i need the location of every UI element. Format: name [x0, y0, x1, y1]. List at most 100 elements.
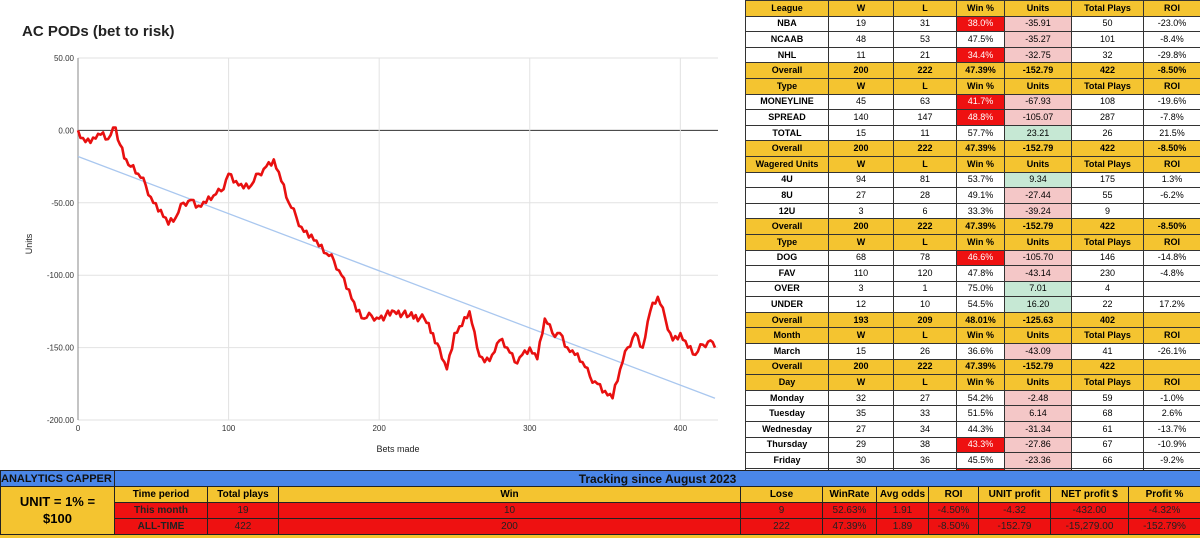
stats-cell: 41	[1071, 343, 1144, 360]
stats-cell: 49.1%	[956, 187, 1005, 204]
stats-cell: 46.6%	[956, 249, 1005, 267]
stats-cell: 28	[893, 187, 957, 204]
stats-row: NHL 11 21 34.4% -32.75 32 -29.8%	[745, 46, 1200, 64]
stats-cell: 53.7%	[956, 171, 1005, 189]
stats-row: Tuesday 35 33 51.5% 6.14 68 2.6%	[745, 405, 1200, 423]
stats-cell: 44.3%	[956, 421, 1005, 438]
stats-cell: L	[893, 327, 957, 345]
stats-cell: L	[893, 233, 957, 251]
stats-cell: 67	[1071, 436, 1144, 454]
stats-row: Thursday 29 38 43.3% -27.86 67 -10.9%	[745, 436, 1200, 454]
stats-cell: W	[828, 374, 894, 391]
stats-cell: ROI	[1143, 374, 1200, 391]
stats-cell: -152.79	[1004, 358, 1072, 376]
stats-cell: Wagered Units	[745, 155, 829, 173]
summary-cell: -8.50%	[928, 518, 979, 535]
stats-cell: 26	[893, 343, 957, 360]
summary-cell: -152.79	[978, 518, 1051, 535]
stats-cell: 200	[828, 140, 894, 157]
stats-cell: 193	[828, 311, 894, 329]
stats-cell: -105.07	[1004, 109, 1072, 126]
chart-title: AC PODs (bet to risk)	[22, 23, 175, 40]
stats-cell: 1	[893, 280, 957, 298]
stats-cell: 147	[893, 109, 957, 126]
x-tick-label: 200	[372, 424, 386, 433]
stats-cell: 63	[893, 93, 957, 111]
summary-header-cell: UNIT profit	[978, 486, 1051, 503]
y-tick-label: -150.00	[47, 344, 75, 353]
stats-cell: -32.75	[1004, 46, 1072, 64]
stats-row: Monday 32 27 54.2% -2.48 59 -1.0%	[745, 389, 1200, 407]
stats-cell: -105.70	[1004, 249, 1072, 267]
stats-cell: -4.8%	[1143, 265, 1200, 282]
stats-cell: 146	[1071, 249, 1144, 267]
stats-row: FAV 110 120 47.8% -43.14 230 -4.8%	[745, 265, 1200, 282]
stats-cell: 31	[893, 15, 957, 33]
stats-cell: W	[828, 0, 894, 17]
stats-cell: Total Plays	[1071, 327, 1144, 345]
stats-cell: 27	[828, 187, 894, 204]
stats-cell: Wednesday	[745, 421, 829, 438]
stats-cell: 9	[1071, 202, 1144, 220]
stats-cell: 33.3%	[956, 202, 1005, 220]
stats-cell: 78	[893, 249, 957, 267]
stats-row: 12U 3 6 33.3% -39.24 9	[745, 202, 1200, 220]
stats-cell: -19.6%	[1143, 93, 1200, 111]
stats-cell: League	[745, 0, 829, 17]
stats-overall-row: Overall 193 209 48.01% -125.63 402	[745, 311, 1200, 329]
stats-cell: -8.50%	[1143, 140, 1200, 157]
stats-cell: Thursday	[745, 436, 829, 454]
stats-cell: Win %	[956, 327, 1005, 345]
stats-cell: -67.93	[1004, 93, 1072, 111]
summary-cell: -152.79%	[1127, 518, 1200, 535]
stats-cell: 47.8%	[956, 265, 1005, 282]
summary-header-cell: Profit %	[1127, 486, 1200, 503]
stats-cell: 2.6%	[1143, 405, 1200, 423]
summary-cell: -4.32%	[1127, 502, 1200, 519]
stats-cell: Monday	[745, 389, 829, 407]
stats-cell: 50	[1071, 15, 1144, 33]
y-tick-label: -50.00	[51, 199, 74, 208]
stats-cell: ROI	[1143, 0, 1200, 17]
summary-cell: 10	[278, 502, 741, 519]
stats-cell: Units	[1004, 327, 1072, 345]
summary-header-cell: WinRate	[822, 486, 877, 503]
stats-cell: 57.7%	[956, 124, 1005, 142]
y-tick-label: -100.00	[47, 271, 75, 280]
stats-cell: -10.9%	[1143, 436, 1200, 454]
stats-cell: 59	[1071, 389, 1144, 407]
stats-cell: -35.27	[1004, 31, 1072, 48]
stats-cell: Win %	[956, 0, 1005, 17]
stats-cell: 140	[828, 109, 894, 126]
stats-cell: 110	[828, 265, 894, 282]
summary-cell: -4.32	[978, 502, 1051, 519]
stats-cell: Overall	[745, 311, 829, 329]
stats-cell: 38	[893, 436, 957, 454]
stats-cell: Units	[1004, 374, 1072, 391]
stats-cell: 3	[828, 202, 894, 220]
stats-cell: OVER	[745, 280, 829, 298]
stats-cell: 66	[1071, 452, 1144, 469]
stats-cell: 54.2%	[956, 389, 1005, 407]
stats-cell: FAV	[745, 265, 829, 282]
stats-cell: 27	[828, 421, 894, 438]
stats-cell: Tuesday	[745, 405, 829, 423]
summary-cell: This month	[114, 502, 208, 519]
stats-cell: 48.01%	[956, 311, 1005, 329]
chart-panel: AC PODs (bet to risk) 50.00 0.00 -50.00 -10…	[22, 23, 718, 454]
stats-cell: 120	[893, 265, 957, 282]
stats-cell: ROI	[1143, 233, 1200, 251]
y-axis-label: Units	[24, 233, 34, 254]
stats-cell: L	[893, 374, 957, 391]
cumulative-units-line	[76, 126, 717, 400]
stats-cell: 12U	[745, 202, 829, 220]
stats-cell: -23.0%	[1143, 15, 1200, 33]
stats-cell: W	[828, 327, 894, 345]
stats-cell: 47.39%	[956, 62, 1005, 79]
stats-cell: 23.21	[1004, 124, 1072, 142]
stats-cell: 7.01	[1004, 280, 1072, 298]
summary-header-cell: Avg odds	[876, 486, 929, 503]
stats-cell: 402	[1071, 311, 1144, 329]
stats-cell	[1143, 311, 1200, 329]
